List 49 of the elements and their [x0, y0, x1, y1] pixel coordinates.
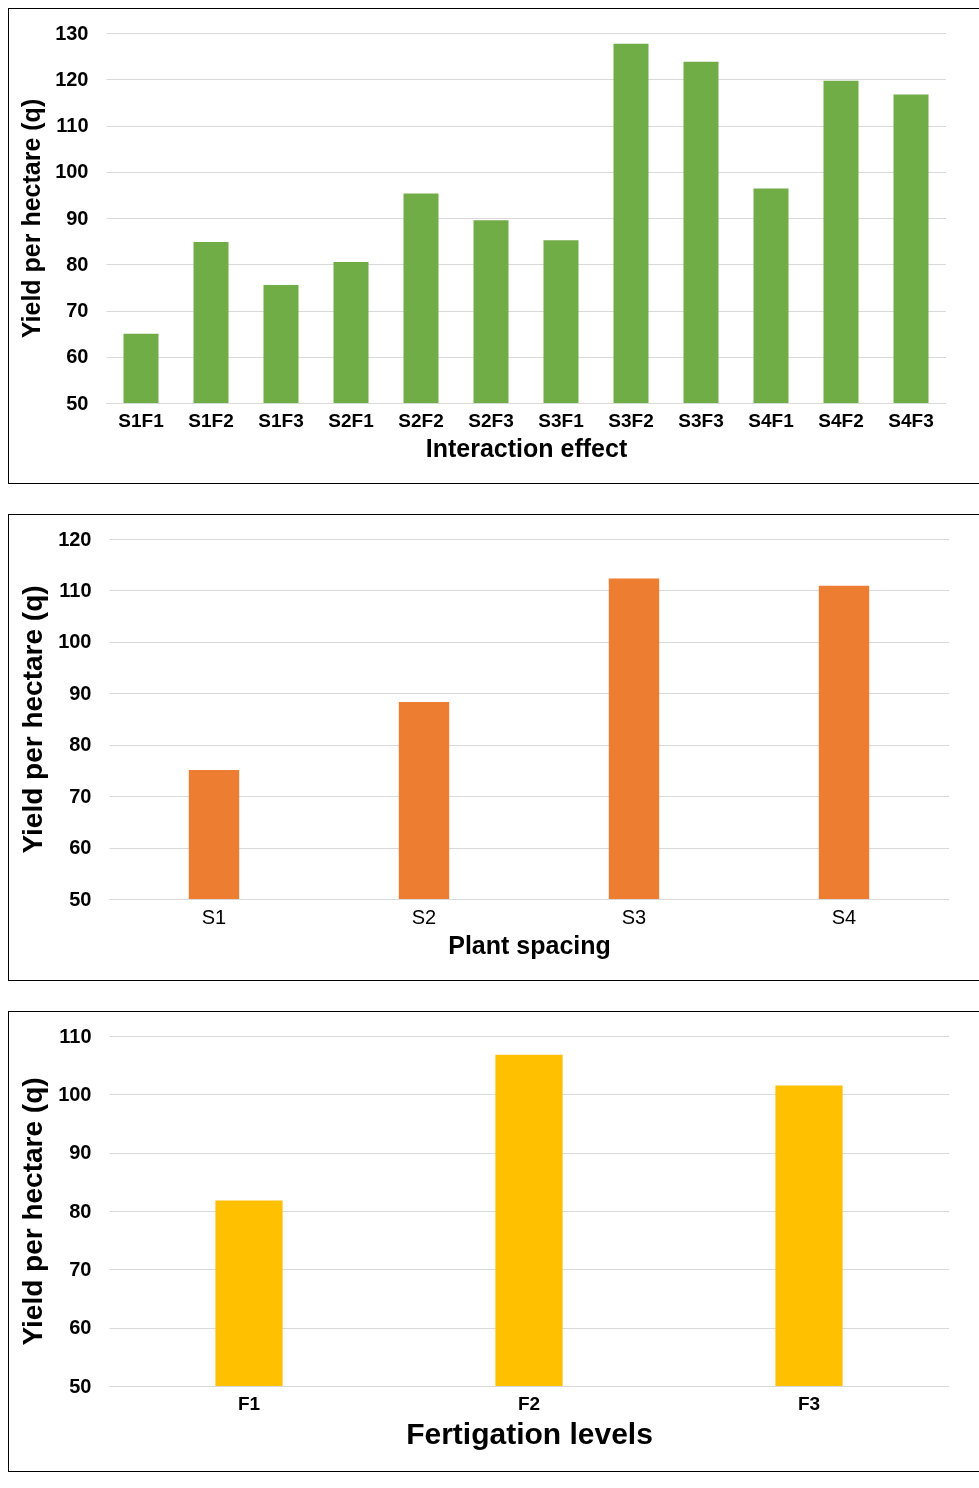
y-tick-label: 120 [55, 67, 89, 90]
y-axis-title: Yield per hectare (q) [17, 1077, 49, 1346]
y-tick-label: 110 [59, 578, 92, 601]
y-tick-label: 80 [69, 1199, 92, 1222]
x-tick-label: S1 [201, 905, 227, 928]
y-axis-title: Yield per hectare (q) [17, 98, 46, 339]
y-tick-label: 50 [69, 1374, 92, 1397]
x-tick-label: S2F1 [328, 409, 375, 431]
x-tick-label: S2 [411, 905, 437, 928]
x-tick-label: S4F2 [818, 409, 864, 431]
y-tick-label: 60 [66, 345, 89, 368]
x-tick-label: S3F3 [678, 409, 724, 431]
x-tick-label: S1F2 [188, 409, 234, 431]
y-tick-label: 80 [69, 733, 92, 756]
y-tick-label: 50 [66, 391, 89, 414]
x-tick-label: S4F1 [748, 409, 795, 431]
y-tick-label: 100 [58, 1082, 92, 1105]
y-tick-label: 100 [58, 630, 92, 653]
y-tick-label: 80 [66, 252, 89, 275]
x-tick-label: F2 [517, 1392, 541, 1414]
y-tick-label: 120 [58, 527, 92, 550]
x-tick-label: S4F3 [888, 409, 934, 431]
y-tick-label: 130 [55, 21, 89, 44]
y-tick-label: 90 [69, 1141, 92, 1164]
x-axis-title: Interaction effect [425, 433, 628, 462]
x-tick-label: F3 [797, 1392, 821, 1414]
x-tick-label: S3 [621, 905, 647, 928]
y-tick-label: 90 [66, 206, 89, 229]
x-tick-label: S3F1 [538, 409, 585, 431]
x-tick-label: S1F1 [118, 409, 165, 431]
y-tick-label: 70 [69, 784, 92, 807]
x-tick-label: S2F3 [468, 409, 514, 431]
x-tick-label: F1 [237, 1392, 261, 1414]
x-tick-label: S4 [831, 905, 857, 928]
y-tick-label: 70 [69, 1257, 92, 1280]
y-tick-label: 90 [69, 681, 92, 704]
y-tick-label: 60 [69, 836, 92, 859]
y-tick-label: 110 [56, 114, 89, 136]
y-axis-title: Yield per hectare (q) [17, 585, 49, 854]
y-tick-label: 70 [66, 299, 89, 321]
x-axis-title: Plant spacing [448, 930, 611, 959]
x-tick-label: S3F2 [608, 409, 654, 431]
x-axis-title: Fertigation levels [406, 1416, 653, 1450]
y-tick-label: 50 [69, 887, 92, 910]
x-tick-label: S2F2 [398, 409, 444, 431]
y-tick-label: 100 [55, 160, 89, 183]
y-tick-label: 110 [59, 1024, 92, 1047]
x-tick-label: S1F3 [258, 409, 304, 431]
y-tick-label: 60 [69, 1316, 92, 1339]
